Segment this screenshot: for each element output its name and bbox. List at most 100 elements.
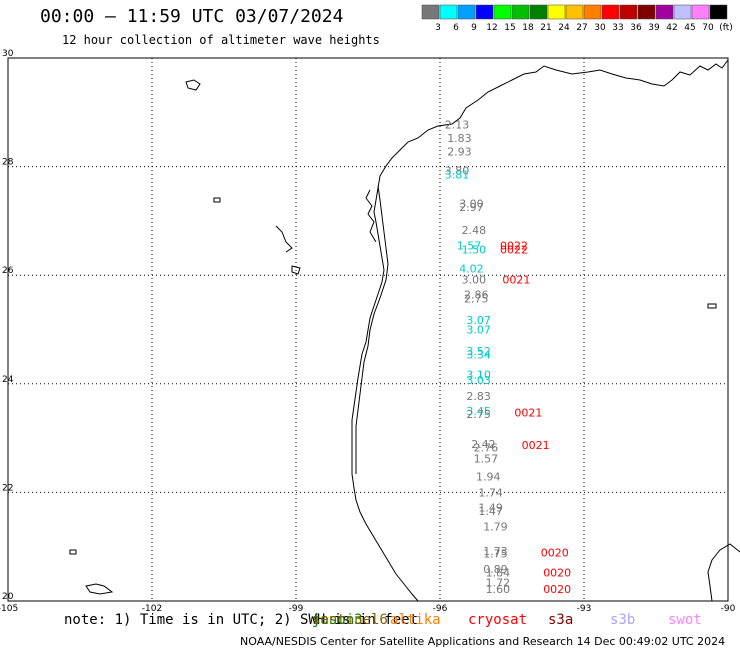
wave-height-label: 3.07 (466, 314, 491, 327)
colorbar-label: 12 (486, 23, 497, 33)
wave-height-label: 0020 (543, 583, 571, 596)
wave-height-label: 1.75 (483, 548, 508, 561)
colorbar-swatch (457, 4, 476, 20)
lon-tick-label: -99 (289, 604, 304, 614)
wave-height-label: 3.80 (445, 165, 470, 178)
wave-height-label: 2.48 (462, 224, 487, 237)
wave-height-label: 1.94 (476, 470, 501, 483)
wave-height-label: 1.84 (486, 567, 511, 580)
mission-legend-sentinel6: sentinel6 (312, 612, 388, 628)
colorbar-label: 33 (612, 23, 623, 33)
mission-legend-jason3: jason3 (312, 612, 363, 628)
colorbar-label: 3 (435, 23, 441, 33)
wave-height-label: 1.47 (478, 505, 503, 518)
small-island-west (69, 549, 77, 555)
colorbar-swatch (529, 4, 548, 20)
wave-height-label: 3.10 (466, 368, 491, 381)
lon-tick-label: -105 (0, 604, 18, 614)
colorbar-swatch (655, 4, 674, 20)
wave-height-label: 1.79 (483, 520, 508, 533)
mission-legend-swot: swot (668, 612, 702, 628)
island-north (185, 79, 201, 91)
map-subtitle: 12 hour collection of altimeter wave hei… (62, 33, 380, 47)
wave-height-label: 1.50 (462, 243, 487, 256)
mainland-coastline (351, 59, 729, 602)
colorbar-label: 6 (453, 23, 459, 33)
wave-height-labels: 2.131.832.933.803.813.002.972.481.571.50… (445, 119, 571, 596)
wave-height-label: 1.57 (474, 453, 499, 466)
wave-height-label: 3.00 (459, 197, 484, 210)
bay-inlet (365, 189, 377, 243)
yucatan-coast (707, 543, 740, 602)
lon-tick-label: -102 (142, 604, 162, 614)
colorbar-label: 45 (684, 23, 695, 33)
colorbar-swatch (547, 4, 566, 20)
wave-height-label: 2.97 (459, 201, 484, 214)
colorbar-swatch (565, 4, 584, 20)
colorbar-swatch (475, 4, 494, 20)
lat-tick-label: 30 (2, 49, 14, 59)
lon-tick-label: -93 (577, 604, 592, 614)
wave-height-label: 2.76 (474, 442, 499, 455)
colorbar-label: 70 (702, 23, 714, 33)
wave-height-label: 2.75 (466, 408, 491, 421)
colorbar-label: 18 (522, 23, 534, 33)
wave-height-label: 1.74 (478, 487, 503, 500)
wave-height-label: 2.13 (445, 119, 470, 132)
colorbar-swatch (493, 4, 512, 20)
wave-height-label: 0020 (541, 546, 569, 559)
colorbar-label: 39 (648, 23, 660, 33)
map-title: 00:00 – 11:59 UTC 03/07/2024 (40, 6, 344, 27)
coastline (69, 59, 740, 602)
wave-height-label: 2.83 (466, 390, 491, 403)
wave-height-label: 2.42 (471, 438, 496, 451)
wave-height-label: 1.49 (478, 501, 503, 514)
colorbar-label: 42 (666, 23, 677, 33)
wave-height-label: 3.34 (466, 348, 491, 361)
colorbar-swatch (673, 4, 692, 20)
color-scale-legend: 3 6 9 12 15 18 21 24 27 30 33 36 39 42 45 70 (ft) (421, 4, 733, 33)
wave-height-label: 1.73 (483, 545, 508, 558)
wave-height-label: 0.89 (483, 563, 508, 576)
small-island-south (85, 583, 114, 595)
wave-height-label: 3.00 (462, 273, 487, 286)
mission-legend-s3b: s3b (610, 612, 636, 628)
wave-height-label: 0021 (522, 439, 550, 452)
wave-height-label: 2.86 (464, 289, 489, 302)
lon-tick-label: -90 (721, 604, 736, 614)
colorbar-swatch (583, 4, 602, 20)
colorbar-label: 30 (594, 23, 606, 33)
map-frame (7, 57, 729, 602)
colorbar-label: 27 (576, 23, 587, 33)
wave-height-label: 3.45 (466, 405, 491, 418)
wave-height-label: 1.83 (447, 132, 472, 145)
colorbar-swatch (637, 4, 656, 20)
footnote: note: 1) Time is in UTC; 2) SWH is in fe… (64, 612, 419, 628)
colorbar-swatch (511, 4, 530, 20)
wave-height-label: 2.75 (464, 292, 489, 305)
wave-height-label: 0022 (500, 243, 528, 256)
lon-tick-label: -96 (433, 604, 448, 614)
wave-height-label: 2.93 (447, 146, 472, 159)
wave-height-label: 0022 (500, 240, 528, 253)
wave-height-label: 0020 (543, 567, 571, 580)
wave-height-label: 3.81 (445, 169, 470, 182)
wave-height-label: 1.72 (486, 576, 511, 589)
wave-height-label: 3.07 (466, 323, 491, 336)
island-interior-1 (275, 225, 293, 253)
colorbar-swatch (601, 4, 620, 20)
wave-height-label: 1.60 (486, 583, 511, 596)
colorbar-swatch (619, 4, 638, 20)
colorbar-label: 9 (471, 23, 477, 33)
colorbar-label: 21 (540, 23, 551, 33)
colorbar-swatch (439, 4, 458, 20)
colorbar-swatch (691, 4, 710, 20)
colorbar-swatch (709, 4, 728, 20)
colorbar-label: (ft) (719, 23, 733, 33)
mission-legend-altika: altika (390, 612, 441, 628)
small-island-east (707, 303, 717, 309)
barrier-island (355, 185, 389, 474)
wave-height-label: 0021 (502, 273, 530, 286)
wave-height-label: 4.02 (459, 262, 484, 275)
